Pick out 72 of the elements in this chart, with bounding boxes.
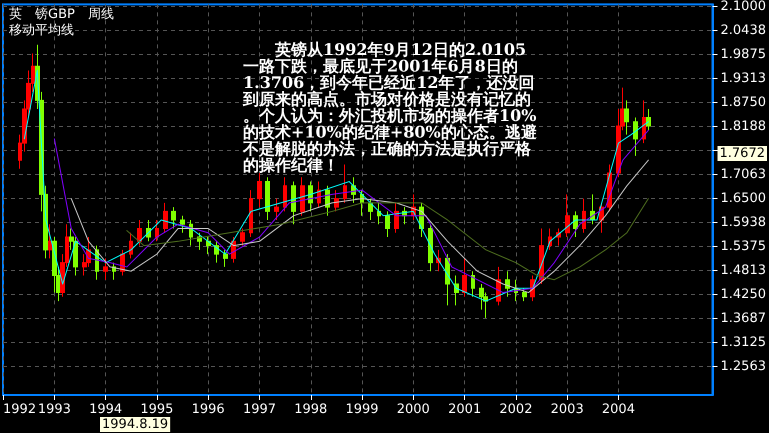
candlestick bbox=[573, 210, 578, 238]
y-tick-label: 1.5375 bbox=[720, 239, 766, 254]
candlestick bbox=[462, 258, 467, 298]
x-tick-label: 1994 bbox=[89, 402, 122, 417]
candlestick bbox=[240, 228, 245, 246]
x-tick-label: 1997 bbox=[242, 402, 276, 417]
y-tick-label: 1.2563 bbox=[720, 359, 766, 374]
candlestick bbox=[129, 232, 133, 259]
annotation: 英镑从1992年9月12日的2.0105一路下跌，最底见于2001年6月8日的1.3706，到今年已经近12年了，还没回到原来的高点。市场对价格是没有记忆的。个人认为：外汇投机市场的操作者10%的技术+10%的纪律+80%的心态。逃避不是解脱的办法，正确的方法是执行严格的操作纪律！ bbox=[242, 40, 537, 174]
x-tick-label: 1998 bbox=[294, 402, 328, 417]
x-tick-label: 1996 bbox=[192, 402, 225, 417]
text: 移动平均线 bbox=[9, 23, 74, 38]
y-tick-label: 1.5938 bbox=[720, 215, 766, 230]
candlestick bbox=[582, 198, 586, 234]
y-tick-label: 1.8188 bbox=[720, 119, 766, 134]
y-tick-label: 1.3125 bbox=[720, 335, 766, 350]
x-tick-label: 1993 bbox=[38, 402, 71, 417]
candlestick bbox=[385, 210, 390, 238]
candlestick bbox=[103, 258, 108, 280]
candlestick bbox=[445, 254, 450, 306]
candlestick bbox=[394, 202, 399, 234]
candlestick bbox=[223, 249, 228, 268]
candlestick bbox=[565, 194, 570, 238]
candlestick bbox=[171, 206, 176, 229]
candlestick bbox=[522, 288, 527, 302]
candlestick bbox=[163, 202, 168, 234]
candlestick bbox=[334, 190, 339, 212]
candlestick bbox=[368, 198, 373, 220]
candlestick bbox=[624, 100, 629, 136]
y-tick-label: 2.0438 bbox=[720, 23, 766, 38]
x-tick-label: 2004 bbox=[602, 402, 635, 417]
candlestick bbox=[291, 181, 296, 225]
candlestick bbox=[300, 176, 305, 216]
y-tick-label: 2.1000 bbox=[720, 0, 766, 14]
candlestick bbox=[249, 190, 253, 238]
x-tick-label: 1992 bbox=[3, 402, 36, 417]
candlestick bbox=[265, 176, 270, 220]
y-tick-label: 1.8750 bbox=[720, 95, 766, 110]
x-tick-label: 2002 bbox=[499, 402, 532, 417]
candlestick bbox=[180, 215, 185, 234]
y-tick-label: 1.9875 bbox=[720, 47, 766, 62]
candlestick bbox=[155, 219, 159, 242]
x-tick-label: 2003 bbox=[550, 402, 584, 417]
y-tick-label: 1.4813 bbox=[720, 263, 766, 278]
y-tick-label: 1.4250 bbox=[720, 287, 766, 302]
candlestick bbox=[283, 176, 287, 212]
x-tick-label: 2000 bbox=[396, 402, 430, 417]
candlestick bbox=[48, 224, 52, 259]
candlestick bbox=[642, 100, 646, 144]
candlestick bbox=[308, 181, 313, 212]
x-tick-label: 2001 bbox=[448, 402, 482, 417]
candlestick bbox=[633, 117, 638, 156]
candlestick bbox=[377, 202, 381, 225]
chart-title: 英 镑GBP 周线 bbox=[9, 7, 114, 22]
y-tick-label: 1.9313 bbox=[720, 71, 766, 86]
candlestick bbox=[257, 172, 262, 208]
candlestick bbox=[274, 198, 279, 220]
line-series bbox=[126, 198, 649, 280]
candlestick bbox=[428, 224, 433, 272]
candlestick bbox=[325, 185, 330, 216]
y-tick-label: 1.3687 bbox=[720, 311, 766, 326]
x-tick-label: 1995 bbox=[140, 402, 174, 417]
text: 1994.8.19 bbox=[102, 417, 168, 432]
candlestick bbox=[343, 164, 347, 204]
candlestick bbox=[505, 270, 510, 298]
x-tick-label: 1999 bbox=[345, 402, 379, 417]
candlestick bbox=[646, 108, 651, 131]
candlestick bbox=[471, 270, 475, 298]
y-tick-label: 1.7063 bbox=[720, 167, 766, 182]
candlestick bbox=[137, 219, 142, 246]
y-tick-label: 1.6500 bbox=[720, 191, 766, 206]
text: 1.7672 bbox=[720, 146, 766, 161]
